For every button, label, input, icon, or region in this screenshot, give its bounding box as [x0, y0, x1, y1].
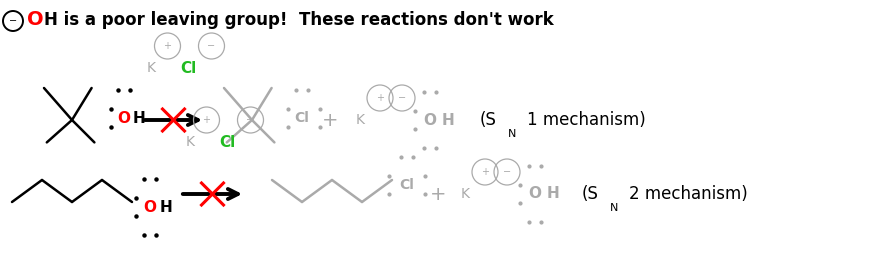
Text: H: H: [133, 110, 145, 126]
Text: Cl: Cl: [295, 111, 309, 125]
Text: −: −: [207, 41, 216, 51]
Text: O: O: [143, 199, 156, 214]
Text: K: K: [147, 61, 156, 75]
Text: Cl: Cl: [399, 178, 414, 192]
Text: −: −: [9, 16, 17, 26]
Text: H: H: [160, 199, 172, 214]
Text: K: K: [356, 113, 364, 127]
Text: −: −: [503, 167, 511, 177]
Text: Cl: Cl: [219, 134, 236, 150]
Text: +: +: [430, 185, 447, 204]
Text: O: O: [424, 113, 436, 127]
Text: O: O: [529, 186, 542, 202]
Text: +: +: [203, 115, 211, 125]
Text: O: O: [117, 110, 130, 126]
Text: O: O: [27, 10, 44, 29]
Text: N: N: [610, 203, 619, 213]
Text: +: +: [163, 41, 171, 51]
Text: Cl: Cl: [180, 61, 197, 75]
Text: +: +: [376, 93, 384, 103]
Text: K: K: [461, 187, 469, 201]
Text: +: +: [322, 110, 338, 129]
Text: +: +: [481, 167, 489, 177]
Text: H: H: [441, 113, 454, 127]
Text: 1 mechanism): 1 mechanism): [527, 111, 646, 129]
Text: (S: (S: [480, 111, 497, 129]
Text: (S: (S: [582, 185, 599, 203]
Text: −: −: [398, 93, 406, 103]
Text: N: N: [508, 129, 517, 139]
Text: −: −: [246, 115, 254, 125]
Text: H is a poor leaving group!  These reactions don't work: H is a poor leaving group! These reactio…: [44, 11, 554, 29]
Text: H: H: [546, 186, 559, 202]
Text: K: K: [186, 135, 195, 149]
Text: 2 mechanism): 2 mechanism): [629, 185, 748, 203]
